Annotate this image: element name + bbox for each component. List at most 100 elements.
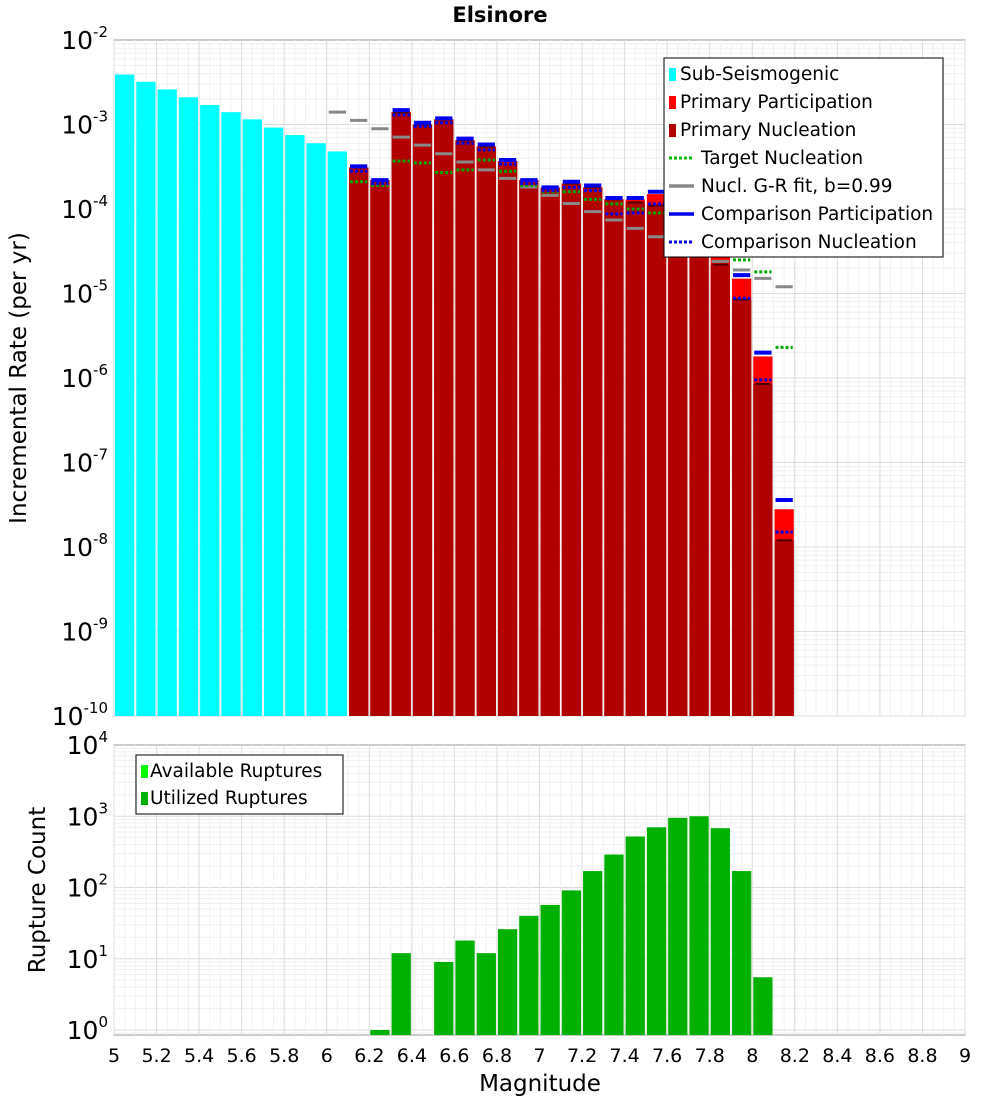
x-ticks: 5 5.2 5.4 5.6 5.8 6 6.2 6.4 6.6 6.8 7 7.2 7.4 7.6 7.8 8… xyxy=(108,1045,971,1067)
utilized-ruptures-bar xyxy=(668,817,688,1035)
primary-nucleation-bar xyxy=(774,540,794,716)
x-axis-label: Magnitude xyxy=(479,1071,601,1097)
primary-nucleation-bar xyxy=(391,112,411,717)
legend-label: Sub-Seismogenic xyxy=(680,64,839,85)
legend-label: Comparison Participation xyxy=(701,204,933,225)
top-plot: 10-10 10-9 10-8 10-7 10-6 10-5 10-4 10-3 10-2 In… xyxy=(6,23,966,731)
primary-nucleation-bar xyxy=(646,205,667,716)
utilized-ruptures-bar xyxy=(753,977,773,1035)
y-tick-label: 10-5 xyxy=(61,277,108,309)
sub-seismogenic-bar xyxy=(285,135,305,717)
legend-box xyxy=(135,754,344,815)
x-tick-label: 7.8 xyxy=(695,1045,725,1067)
utilized-ruptures-bar xyxy=(561,890,582,1035)
legend-label: Primary Nucleation xyxy=(680,120,856,141)
primary-nucleation-bar xyxy=(710,264,730,716)
x-tick-label: 6.8 xyxy=(482,1045,512,1067)
primary-nucleation-bar xyxy=(625,202,645,716)
y-tick-label: 10-2 xyxy=(61,23,108,55)
sub-seismogenic-bar xyxy=(157,89,177,716)
utilized-ruptures-bar xyxy=(583,871,603,1035)
legend-swatch xyxy=(141,765,148,778)
y-tick-label: 104 xyxy=(67,728,108,760)
x-tick-label: 8.6 xyxy=(865,1045,895,1067)
x-tick-label: 7.6 xyxy=(652,1045,682,1067)
x-tick-label: 5.8 xyxy=(269,1045,299,1067)
primary-nucleation-bar xyxy=(370,180,390,716)
utilized-ruptures-bar xyxy=(476,953,496,1035)
x-tick-label: 6.4 xyxy=(397,1045,427,1067)
utilized-ruptures-bar xyxy=(455,940,475,1035)
sub-seismogenic-bar xyxy=(200,105,220,716)
utilized-ruptures-bar xyxy=(689,816,709,1035)
primary-nucleation-bar xyxy=(497,160,518,717)
primary-nucleation-bar xyxy=(519,180,539,716)
x-tick-label: 5.4 xyxy=(184,1045,214,1067)
y-tick-label: 10-4 xyxy=(61,192,108,224)
legend-swatch xyxy=(141,792,148,805)
utilized-ruptures-bar xyxy=(497,929,518,1035)
y-tick-label: 10-3 xyxy=(61,108,108,140)
primary-nucleation-bar xyxy=(561,183,582,716)
sub-seismogenic-bar xyxy=(136,81,156,717)
sub-seismogenic-bar xyxy=(115,74,135,716)
x-tick-label: 7 xyxy=(533,1045,545,1067)
utilized-ruptures-bar xyxy=(731,871,752,1035)
bottom-y-ticks: 100 101 102 103 104 xyxy=(67,728,108,1045)
legend-swatch xyxy=(669,68,676,81)
primary-nucleation-bar xyxy=(753,383,773,716)
top-y-axis-label: Incremental Rate (per yr) xyxy=(6,232,32,524)
utilized-ruptures-bar xyxy=(625,836,645,1035)
bottom-plot: 100 101 102 103 104 5 5.2 5.4 5.6 5.8 6 6.2 6.4 6.6 6… xyxy=(25,728,971,1097)
x-tick-label: 8.8 xyxy=(907,1045,937,1067)
legend-label: Nucl. G-R fit, b=0.99 xyxy=(701,176,893,197)
bottom-legend: Available Ruptures Utilized Ruptures xyxy=(135,754,344,815)
primary-nucleation-bar xyxy=(349,167,369,717)
x-tick-label: 5.6 xyxy=(227,1045,257,1067)
utilized-ruptures-bar xyxy=(391,953,411,1035)
x-tick-label: 7.2 xyxy=(567,1045,597,1067)
primary-nucleation-bar xyxy=(455,140,475,716)
legend-label: Utilized Ruptures xyxy=(150,788,308,809)
primary-nucleation-bar xyxy=(731,299,752,716)
utilized-ruptures-bar xyxy=(370,1030,390,1035)
x-tick-label: 8 xyxy=(746,1045,758,1067)
x-tick-label: 9 xyxy=(959,1045,971,1067)
bottom-y-axis-label: Rupture Count xyxy=(25,807,51,973)
top-y-ticks: 10-10 10-9 10-8 10-7 10-6 10-5 10-4 10-3 10-2 xyxy=(52,23,108,731)
sub-seismogenic-bar xyxy=(221,112,241,717)
utilized-ruptures-bar xyxy=(519,915,539,1035)
x-tick-label: 6.2 xyxy=(354,1045,384,1067)
legend-label: Primary Participation xyxy=(680,92,873,113)
primary-nucleation-bar xyxy=(668,222,688,716)
sub-seismogenic-bar xyxy=(327,151,348,716)
y-tick-label: 103 xyxy=(67,799,108,831)
primary-nucleation-bar xyxy=(689,242,709,717)
top-bars xyxy=(115,74,794,717)
x-tick-label: 6.6 xyxy=(439,1045,469,1067)
legend-label: Target Nucleation xyxy=(700,148,863,169)
x-tick-label: 6 xyxy=(321,1045,333,1067)
y-tick-label: 10-10 xyxy=(52,699,108,731)
x-tick-label: 5 xyxy=(108,1045,120,1067)
x-tick-label: 8.4 xyxy=(822,1045,852,1067)
chart-title: Elsinore xyxy=(452,3,547,27)
legend-label: Available Ruptures xyxy=(150,761,322,782)
y-tick-label: 10-9 xyxy=(61,615,108,647)
utilized-ruptures-bar xyxy=(604,854,624,1035)
utilized-ruptures-bar xyxy=(540,904,560,1035)
utilized-ruptures-bar xyxy=(646,827,667,1035)
utilized-ruptures-bar xyxy=(710,828,730,1035)
primary-nucleation-bar xyxy=(434,119,454,716)
y-tick-label: 100 xyxy=(67,1013,108,1045)
sub-seismogenic-bar xyxy=(242,119,262,716)
utilized-ruptures-bar xyxy=(434,962,454,1035)
y-tick-label: 102 xyxy=(67,871,108,903)
primary-nucleation-bar xyxy=(583,187,603,717)
x-tick-label: 5.2 xyxy=(141,1045,171,1067)
primary-nucleation-bar xyxy=(476,146,496,717)
primary-nucleation-bar xyxy=(412,124,433,716)
primary-nucleation-bar xyxy=(540,187,560,717)
sub-seismogenic-bar xyxy=(178,97,199,717)
